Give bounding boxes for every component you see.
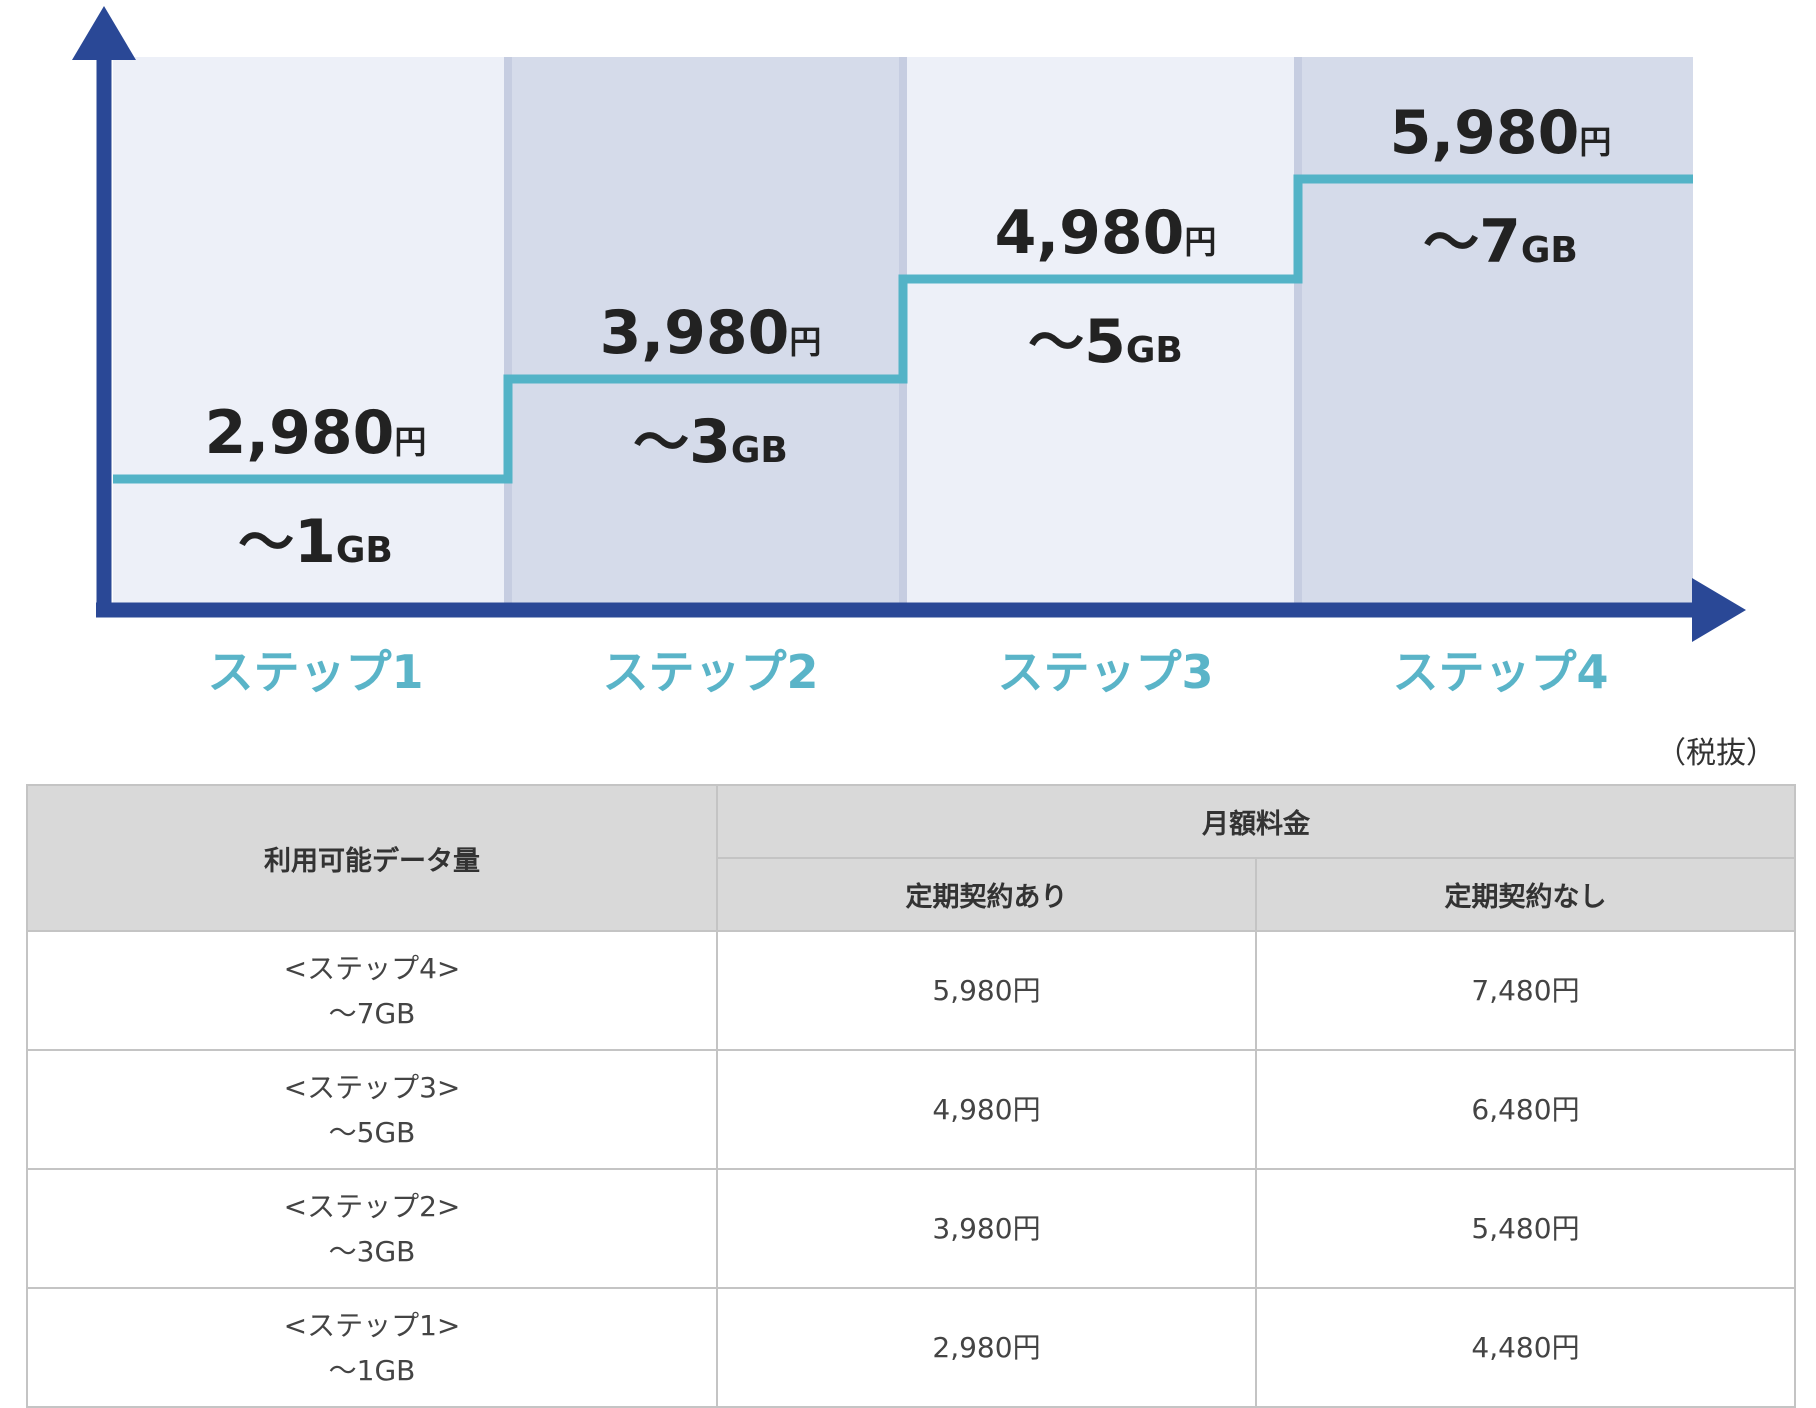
price-unit: 円 [394,423,426,461]
category-label: ステップ1 [207,645,423,699]
table-row: <ステップ2> ～3GB 3,980円 5,480円 [26,1168,1796,1289]
category-labels: ステップ1 ステップ2 ステップ3 ステップ4 [207,645,1608,699]
price-unit: 円 [1579,123,1611,161]
category-label: ステップ2 [602,645,818,699]
tax-note: （税抜） [1656,736,1776,771]
data-limit-value: 5 [1084,307,1126,377]
data-limit-unit: GB [1126,330,1183,371]
data-limit-prefix: ～ [633,411,689,476]
table-row: <ステップ4> ～7GB 5,980円 7,480円 [26,930,1796,1051]
chart-band [1298,57,1693,603]
band-separator [504,57,512,603]
data-amount-cell: <ステップ3> ～5GB [26,1049,718,1170]
header-with-contract: 定期契約あり [716,857,1257,932]
price-without-contract: 4,480円 [1255,1287,1796,1408]
data-limit-label: ～1GB [238,507,393,577]
x-axis-arrow [1692,578,1746,642]
price-without-contract: 6,480円 [1255,1049,1796,1170]
data-limit-unit: GB [731,430,788,471]
data-limit-labels: ～1GB～3GB～5GB～7GB [238,207,1578,577]
price-value: 5,980 [1390,98,1580,168]
data-amount-cell: <ステップ2> ～3GB [26,1168,718,1289]
price-without-contract: 7,480円 [1255,930,1796,1051]
data-limit-unit: GB [336,530,393,571]
step-name: <ステップ1> [283,1308,461,1342]
data-amount-cell: <ステップ4> ～7GB [26,930,718,1051]
price-with-contract: 3,980円 [716,1168,1257,1289]
data-limit-value: 7 [1479,207,1521,277]
data-limit-prefix: ～ [1028,311,1084,376]
header-monthly-fee: 月額料金 [716,784,1796,859]
data-limit-label: ～7GB [1423,207,1578,277]
table-subheader-row: 定期契約あり 定期契約なし [27,857,1796,932]
chart-band [903,57,1298,603]
table-header-row: 利用可能データ量 月額料金 [26,784,1796,932]
price-value: 4,980 [995,198,1185,268]
data-limit-unit: GB [1521,230,1578,271]
band-separator [1294,57,1302,603]
chart-bands [113,57,1693,603]
price-label: 2,980円 [205,398,427,468]
price-value: 2,980 [205,398,395,468]
data-limit-label: ～5GB [1028,307,1183,377]
x-axis [96,578,1746,642]
step-line [113,174,1693,484]
data-limit: ～1GB [328,1353,416,1387]
price-label: 4,980円 [995,198,1217,268]
data-limit: ～3GB [328,1234,416,1268]
price-without-contract: 5,480円 [1255,1168,1796,1289]
data-limit: ～5GB [328,1115,416,1149]
header-without-contract: 定期契約なし [1255,857,1796,932]
y-axis [72,6,136,617]
data-limit-value: 1 [294,507,336,577]
chart-band [508,57,903,603]
data-limit: ～7GB [328,996,416,1030]
header-data-amount: 利用可能データ量 [26,784,718,932]
price-value: 3,980 [600,298,790,368]
price-label: 3,980円 [600,298,822,368]
table-row: <ステップ1> ～1GB 2,980円 4,480円 [26,1287,1796,1408]
price-unit: 円 [789,323,821,361]
data-amount-cell: <ステップ1> ～1GB [26,1287,718,1408]
price-with-contract: 4,980円 [716,1049,1257,1170]
step-name: <ステップ2> [283,1189,461,1223]
category-label: ステップ4 [1392,645,1608,699]
price-label: 5,980円 [1390,98,1612,168]
category-label: ステップ3 [997,645,1213,699]
y-axis-arrow [72,6,136,60]
table-row: <ステップ3> ～5GB 4,980円 6,480円 [26,1049,1796,1170]
price-table: 利用可能データ量 月額料金 定期契約あり 定期契約なし <ステップ4> ～7GB… [26,784,1796,1408]
chart-band [113,57,508,603]
step-name: <ステップ4> [283,951,461,985]
data-limit-prefix: ～ [1423,211,1479,276]
price-with-contract: 5,980円 [716,930,1257,1051]
step-name: <ステップ3> [283,1070,461,1104]
data-limit-prefix: ～ [238,511,294,576]
data-limit-value: 3 [689,407,731,477]
price-unit: 円 [1184,223,1216,261]
price-with-contract: 2,980円 [716,1287,1257,1408]
data-limit-label: ～3GB [633,407,788,477]
